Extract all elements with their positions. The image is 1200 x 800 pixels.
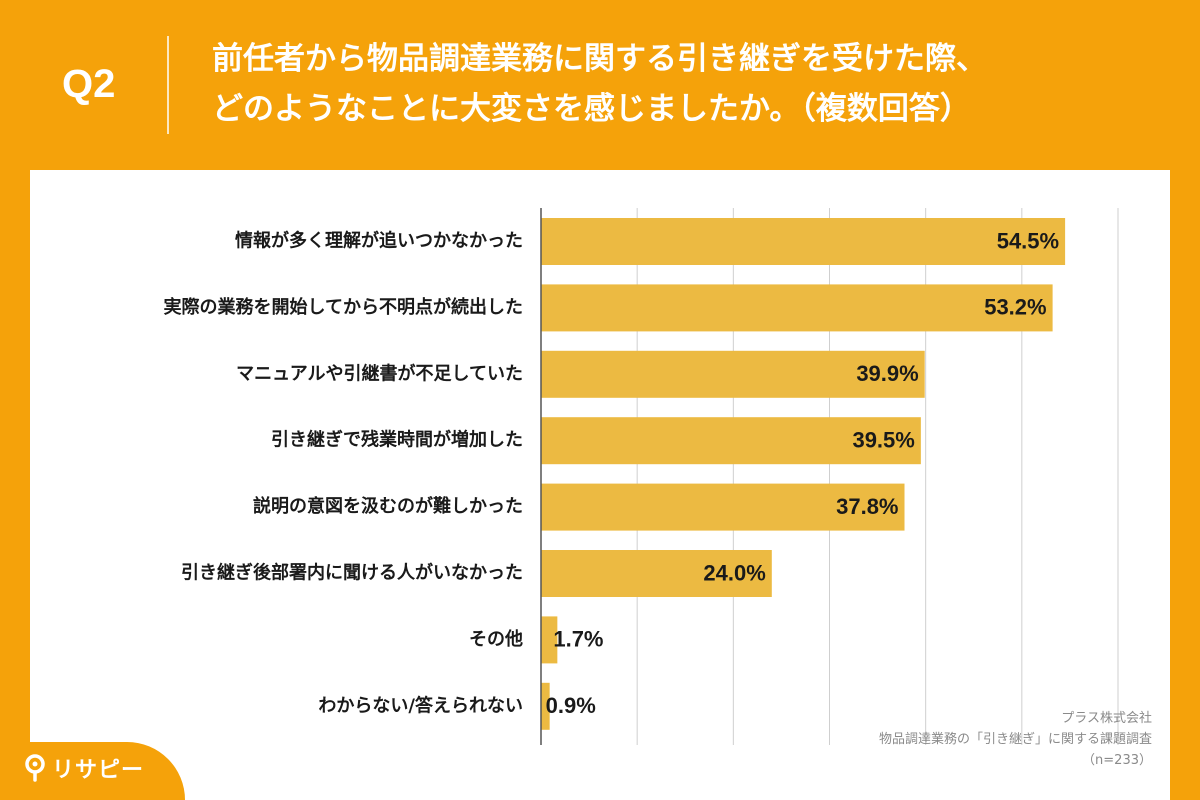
value-label: 37.8% — [836, 494, 898, 519]
category-label: 実際の業務を開始してから不明点が続出した — [164, 296, 523, 318]
source-survey: 物品調達業務の「引き継ぎ」に関する課題調査 — [878, 732, 1152, 747]
category-label: その他 — [469, 628, 523, 650]
bar — [541, 284, 1053, 332]
value-label: 39.5% — [852, 428, 914, 453]
bar — [541, 550, 772, 597]
header-divider — [167, 36, 169, 134]
category-label: マニュアルや引継書が不足していた — [236, 362, 523, 384]
brand-logo-text: リサピー — [52, 758, 145, 783]
chart-card: 情報が多く理解が追いつかなかった 54.5% 実際の業務を開始してから不明点が続出し… — [30, 170, 1170, 800]
brand-logo-area: リサピー — [0, 742, 185, 800]
bar — [541, 350, 925, 398]
header: Q2 前任者から物品調達業務に関する引き継ぎを受けた際、 どのようなことに大変さ… — [0, 0, 1200, 170]
category-label: 情報が多く理解が追いつかなかった — [235, 230, 523, 252]
bar — [541, 417, 921, 465]
category-label: 引き継ぎ後部署内に聞ける人がいなかった — [181, 562, 523, 584]
bar — [541, 218, 1066, 265]
bar — [541, 616, 558, 664]
value-label: 54.5% — [997, 228, 1059, 253]
category-label: 説明の意図を汲むのが難しかった — [253, 495, 523, 517]
pin-icon — [25, 754, 45, 782]
bar — [541, 682, 550, 730]
question-label: Q2 — [62, 62, 116, 106]
category-label: 引き継ぎで残業時間が増加した — [271, 429, 523, 451]
value-label: 39.9% — [856, 361, 918, 386]
survey-source: プラス株式会社 物品調達業務の「引き継ぎ」に関する課題調査 （n=233） — [879, 708, 1152, 771]
bar — [541, 483, 905, 531]
bar-chart: 情報が多く理解が追いつかなかった 54.5% 実際の業務を開始してから不明点が続出し… — [164, 208, 1119, 745]
value-label: 53.2% — [984, 295, 1046, 320]
source-sample: （n=233） — [1082, 753, 1152, 768]
question-title-line2: どのようなことに大変さを感じましたか。（複数回答） — [212, 91, 971, 127]
value-label: 24.0% — [703, 560, 765, 585]
value-label: 0.9% — [546, 693, 596, 718]
question-title-line1: 前任者から物品調達業務に関する引き継ぎを受けた際、 — [212, 41, 987, 77]
question-title: 前任者から物品調達業務に関する引き継ぎを受けた際、 どのようなことに大変さを感じ… — [212, 34, 1172, 134]
category-label: わからない/答えられない — [318, 694, 523, 716]
value-label: 1.7% — [553, 627, 603, 652]
source-company: プラス株式会社 — [1061, 711, 1152, 726]
brand-logo: リサピー — [22, 752, 144, 784]
